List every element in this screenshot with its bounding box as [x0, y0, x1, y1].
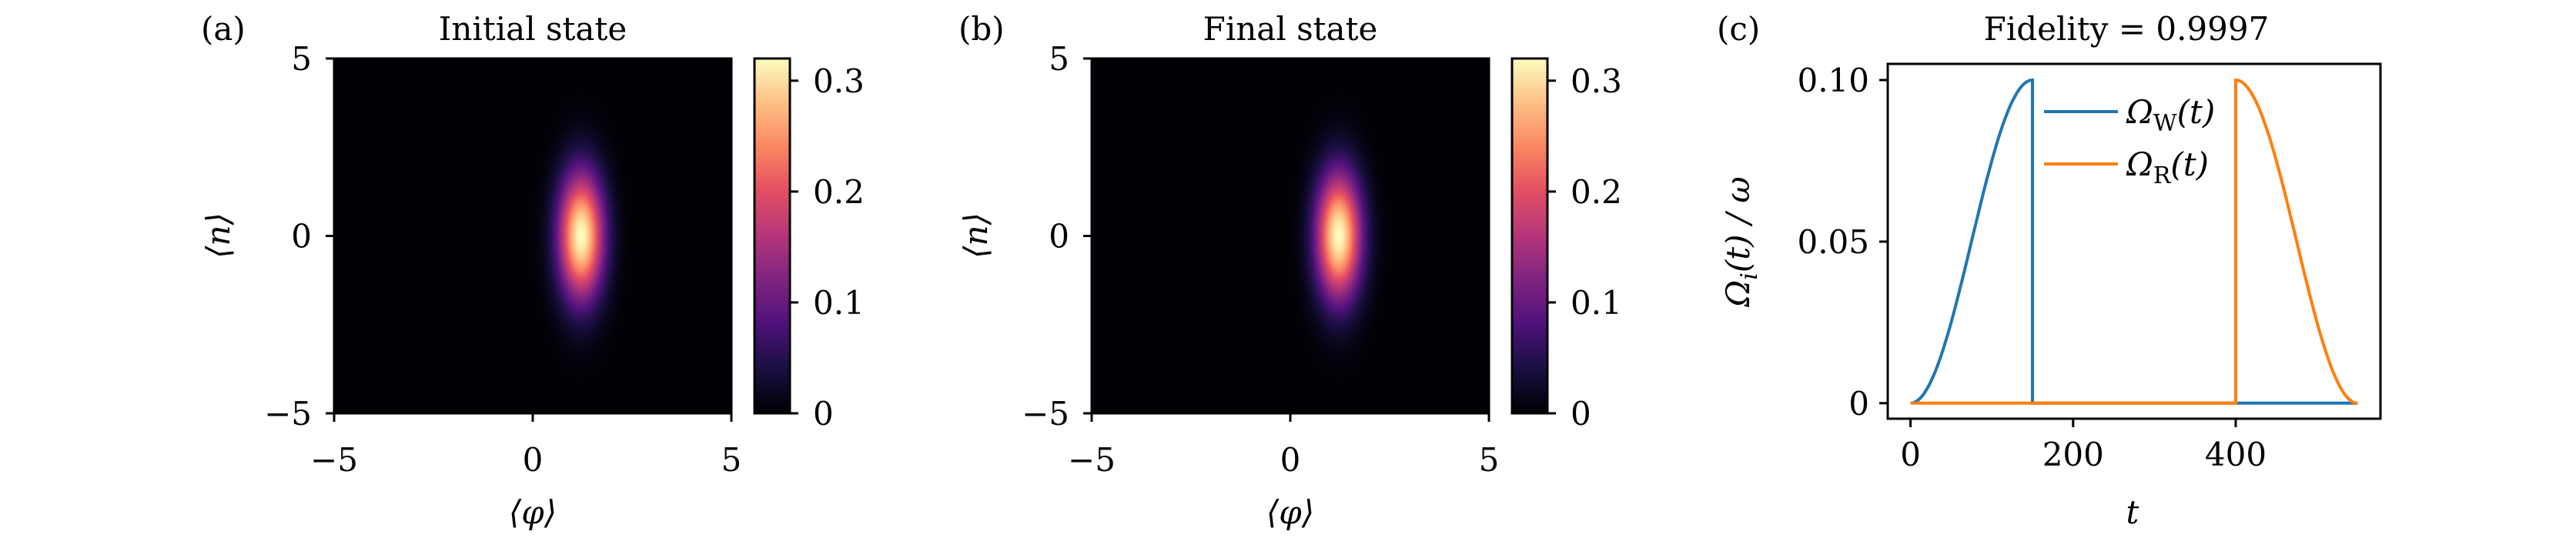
panel-c: (c) Fidelity = 0.9997 0 200 400 0 0.05 0.10 t… [1717, 10, 2382, 531]
legend-label-w: ΩW(t) [2126, 93, 2215, 137]
panel-title: Fidelity = 0.9997 [1984, 10, 2270, 48]
legend-label-r: ΩR(t) [2126, 145, 2209, 189]
y-tick-label: 0.10 [1797, 62, 1869, 99]
colorbar-frame [753, 57, 791, 415]
x-axis-label: t [2126, 493, 2139, 531]
x-tick-label: 5 [721, 441, 742, 479]
y-axis-label: ⟨n⟩ [199, 212, 237, 259]
y-tick-label: 0 [1049, 218, 1069, 256]
x-tick-label: 200 [2042, 436, 2104, 473]
panel-label: (b) [958, 10, 1005, 48]
y-tick-label: −5 [1022, 395, 1069, 433]
x-axis-label: ⟨φ⟩ [509, 493, 557, 531]
heatmap-image [1092, 58, 1489, 413]
y-axis-label: ⟨n⟩ [957, 212, 995, 259]
x-tick-label: 0 [1280, 441, 1301, 479]
series-line-omega-w [1910, 78, 2358, 405]
colorbar-tick-label: 0.2 [813, 173, 865, 211]
legend-arg: (t) [2170, 145, 2209, 183]
legend-symbol: Ω [2126, 145, 2153, 183]
panel-label: (c) [1717, 10, 1760, 48]
x-axis-label: ⟨φ⟩ [1266, 493, 1314, 531]
legend-symbol: Ω [2126, 93, 2153, 131]
series-line-omega-r [1910, 78, 2358, 405]
heatmap-image [334, 58, 731, 413]
y-label-sub: i [1736, 272, 1763, 280]
x-tick-label: 5 [1479, 441, 1500, 479]
panel-a: (a) Initial state −5 0 5−505 ⟨φ⟩ ⟨n⟩ 00.10… [199, 10, 865, 531]
x-tick-label: −5 [310, 441, 358, 479]
y-tick-label: 5 [1049, 40, 1069, 78]
x-tick-label: 400 [2205, 436, 2267, 473]
colorbar-tick-label: 0.3 [813, 62, 865, 100]
y-tick-label: 0 [1848, 385, 1869, 423]
panel-b: (b) Final state −5 0 5 −5 0 5 ⟨φ⟩ ⟨n⟩ 0 0.1 0.2… [957, 10, 1622, 531]
y-label-symbol: Ω [1719, 280, 1757, 308]
colorbar-tick-label: 0.1 [813, 284, 865, 322]
colorbar-ticks: 0 0.1 0.2 0.3 [790, 62, 865, 433]
panel-title: Final state [1203, 10, 1378, 48]
colorbar-tick-label: 0 [1571, 395, 1591, 433]
y-tick-label: 0 [291, 218, 312, 256]
legend-sub: R [2153, 162, 2172, 189]
y-axis-label: Ωi(t) / ω [1719, 176, 1763, 307]
colorbar-tick-label: 0.2 [1571, 173, 1622, 211]
axis-ticks: 0 200 400 0 0.05 0.10 [1797, 62, 2267, 473]
colorbar-tick-label: 0.1 [1571, 284, 1622, 322]
x-tick-label: 0 [1900, 436, 1921, 473]
panel-title: Initial state [439, 10, 627, 48]
axis-ticks: −5 0 5 −5 0 5 [1022, 40, 1499, 479]
x-tick-label: −5 [1068, 441, 1116, 479]
colorbar [1512, 58, 1547, 413]
y-tick-label: 0.05 [1797, 223, 1869, 261]
colorbar [754, 58, 790, 413]
colorbar-tick-label: 0.3 [1571, 62, 1622, 100]
colorbar-tick-label: 0 [813, 395, 834, 433]
legend-sub: W [2153, 110, 2177, 137]
y-label-rest: (t) / ω [1719, 176, 1757, 272]
y-tick-label: 5 [291, 40, 312, 78]
legend-arg: (t) [2177, 93, 2216, 131]
colorbar-ticks: 0 0.1 0.2 0.3 [1547, 62, 1622, 433]
panel-label: (a) [201, 10, 246, 48]
colorbar-frame [1510, 57, 1549, 415]
plot-lines [1910, 78, 2358, 405]
legend: ΩW(t) ΩR(t) [2044, 93, 2215, 189]
y-tick-label: −5 [264, 395, 312, 433]
axis-ticks: −5 0 5 −5 0 5 [264, 40, 741, 479]
x-tick-label: 0 [523, 441, 544, 479]
